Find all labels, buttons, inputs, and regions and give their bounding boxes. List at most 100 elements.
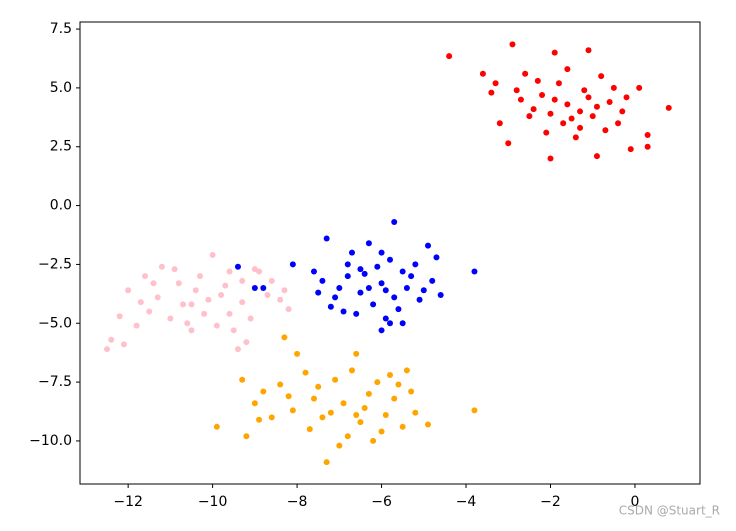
x-tick-label: −10 bbox=[198, 494, 228, 510]
x-tick-label: −4 bbox=[456, 494, 477, 510]
y-tick-label: 7.5 bbox=[50, 21, 72, 37]
y-tick-label: −5.0 bbox=[38, 315, 72, 331]
point bbox=[471, 268, 478, 275]
point bbox=[361, 270, 368, 277]
point bbox=[509, 41, 516, 48]
point bbox=[315, 289, 322, 296]
point bbox=[437, 292, 444, 299]
point bbox=[142, 273, 149, 280]
point bbox=[636, 84, 643, 91]
point bbox=[425, 242, 432, 249]
point bbox=[395, 306, 402, 313]
point bbox=[133, 322, 140, 329]
point bbox=[188, 301, 195, 308]
point bbox=[606, 99, 613, 106]
point bbox=[471, 407, 478, 414]
point bbox=[526, 113, 533, 120]
point bbox=[378, 249, 385, 256]
point bbox=[610, 84, 617, 91]
point bbox=[348, 249, 355, 256]
point bbox=[627, 146, 634, 153]
point bbox=[222, 282, 229, 289]
point bbox=[158, 263, 165, 270]
point bbox=[391, 219, 398, 226]
point bbox=[644, 131, 651, 138]
point bbox=[378, 327, 385, 334]
point bbox=[344, 273, 351, 280]
point bbox=[589, 113, 596, 120]
point bbox=[306, 426, 313, 433]
y-tick-label: −7.5 bbox=[38, 374, 72, 390]
point bbox=[479, 70, 486, 77]
point bbox=[619, 108, 626, 115]
point bbox=[167, 315, 174, 322]
point bbox=[348, 367, 355, 374]
point bbox=[260, 284, 267, 291]
point bbox=[539, 91, 546, 98]
point bbox=[433, 254, 440, 261]
point bbox=[336, 442, 343, 449]
point bbox=[209, 252, 216, 259]
point bbox=[522, 70, 529, 77]
point bbox=[517, 96, 524, 103]
point bbox=[332, 294, 339, 301]
x-tick-label: −8 bbox=[287, 494, 308, 510]
point bbox=[399, 268, 406, 275]
point bbox=[365, 240, 372, 247]
point bbox=[277, 296, 284, 303]
point bbox=[247, 315, 254, 322]
point bbox=[353, 350, 360, 357]
point bbox=[104, 346, 111, 353]
point bbox=[560, 120, 567, 127]
point bbox=[281, 287, 288, 294]
point bbox=[403, 367, 410, 374]
point bbox=[585, 94, 592, 101]
point bbox=[108, 336, 115, 343]
point bbox=[234, 346, 241, 353]
point bbox=[395, 381, 402, 388]
point bbox=[547, 155, 554, 162]
point bbox=[357, 289, 364, 296]
point bbox=[598, 73, 605, 80]
point bbox=[226, 310, 233, 317]
point bbox=[644, 143, 651, 150]
point bbox=[577, 124, 584, 131]
point bbox=[344, 261, 351, 268]
point bbox=[251, 284, 258, 291]
point bbox=[188, 327, 195, 334]
point bbox=[391, 294, 398, 301]
point bbox=[577, 108, 584, 115]
point bbox=[357, 266, 364, 273]
point bbox=[387, 256, 393, 263]
point bbox=[201, 310, 208, 317]
point bbox=[572, 134, 579, 141]
x-tick-label: −2 bbox=[540, 494, 561, 510]
point bbox=[555, 80, 562, 87]
point bbox=[285, 306, 292, 313]
point bbox=[180, 301, 187, 308]
point bbox=[234, 263, 241, 270]
point bbox=[403, 284, 410, 291]
point bbox=[665, 104, 672, 111]
point bbox=[353, 412, 360, 419]
point bbox=[382, 315, 389, 322]
point bbox=[391, 395, 398, 402]
point bbox=[551, 96, 558, 103]
point bbox=[408, 388, 415, 395]
point bbox=[492, 80, 499, 87]
point bbox=[256, 268, 263, 275]
point bbox=[146, 308, 153, 315]
point bbox=[268, 277, 275, 284]
point bbox=[120, 341, 127, 348]
point bbox=[399, 320, 406, 327]
point bbox=[285, 393, 292, 400]
point bbox=[365, 390, 372, 397]
point bbox=[446, 53, 453, 60]
point bbox=[429, 277, 436, 284]
point bbox=[243, 339, 250, 346]
point bbox=[150, 280, 157, 287]
point bbox=[340, 400, 347, 407]
point bbox=[547, 110, 554, 117]
point bbox=[496, 120, 503, 127]
